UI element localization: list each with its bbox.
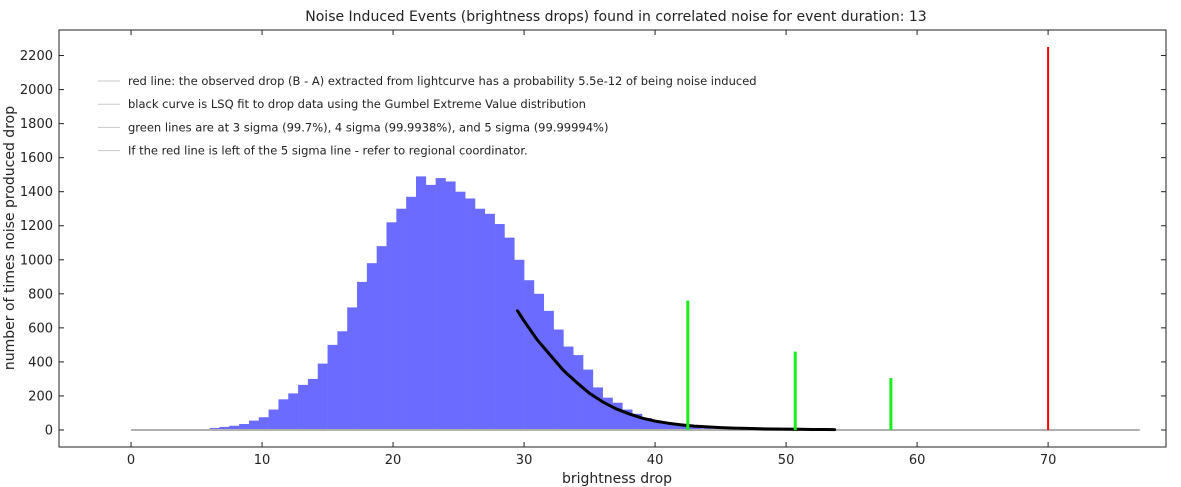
gumbel-fit-curve: [516, 309, 837, 432]
y-axis-label: number of times noise produced drop: [2, 106, 18, 370]
legend: red line: the observed drop (B - A) extr…: [98, 74, 757, 158]
histogram-bar: [337, 331, 348, 430]
y-tick-label: 2000: [20, 83, 53, 98]
histogram-bar: [553, 329, 564, 430]
y-tick-label: 200: [28, 389, 53, 404]
histogram-bar: [583, 369, 594, 430]
histogram-bar: [435, 178, 446, 430]
y-tick-label: 1200: [20, 219, 53, 234]
legend-entry: black curve is LSQ fit to drop data usin…: [128, 97, 586, 111]
histogram-bar: [563, 346, 574, 430]
x-tick-label: 40: [647, 453, 664, 468]
histogram-bar: [465, 198, 476, 430]
histogram-bar: [219, 426, 230, 430]
legend-entry: If the red line is left of the 5 sigma l…: [128, 144, 528, 158]
histogram-bar: [474, 208, 486, 430]
histogram-bar: [494, 224, 505, 430]
x-tick-label: 10: [254, 453, 271, 468]
histogram-bar: [248, 420, 260, 430]
x-axis: 0 10 20 30 40 50 60 70: [127, 30, 1056, 468]
y-tick-label: 800: [28, 287, 53, 302]
histogram-bar: [602, 397, 613, 430]
fit-curve: [516, 309, 837, 432]
x-tick-label: 30: [516, 453, 533, 468]
histogram-bar: [278, 399, 289, 430]
histogram-bar: [288, 393, 299, 430]
y-tick-label: 2200: [20, 49, 53, 64]
histogram-bar: [298, 384, 309, 430]
histogram-bar: [425, 184, 436, 430]
y-tick-label: 1400: [20, 185, 53, 200]
histogram-bar: [268, 409, 279, 430]
histogram-bar: [622, 409, 633, 430]
legend-entry: red line: the observed drop (B - A) extr…: [128, 74, 757, 88]
histogram: [190, 176, 761, 430]
histogram-bar: [514, 259, 525, 430]
histogram-bar: [691, 427, 702, 430]
histogram-bar: [357, 281, 368, 430]
histogram-bar: [573, 355, 584, 430]
histogram-bar: [671, 424, 682, 430]
histogram-bar: [543, 310, 554, 430]
x-tick-label: 50: [778, 453, 795, 468]
histogram-bar: [592, 387, 603, 430]
histogram-bar: [307, 378, 319, 430]
sigma-lines: [686, 300, 893, 430]
x-tick-label: 60: [909, 453, 926, 468]
histogram-bar: [632, 413, 643, 430]
histogram-bar: [612, 402, 623, 430]
x-tick-label: 20: [385, 453, 402, 468]
histogram-bar: [317, 363, 328, 430]
histogram-bar: [455, 191, 466, 430]
histogram-bar: [347, 307, 358, 430]
legend-entry: green lines are at 3 sigma (99.7%), 4 si…: [128, 120, 608, 134]
histogram-bar: [641, 418, 653, 430]
histogram-bar: [661, 423, 672, 430]
histogram-bar: [239, 424, 250, 430]
histogram-bar: [386, 222, 397, 430]
histogram-bar: [327, 344, 338, 430]
histogram-bar: [504, 237, 515, 430]
x-tick-label: 70: [1040, 453, 1057, 468]
histogram-bar: [366, 263, 377, 430]
histogram-bar: [406, 196, 417, 430]
histogram-bar: [415, 176, 427, 430]
histogram-bar: [533, 293, 545, 430]
y-tick-label: 1800: [20, 117, 53, 132]
histogram-bar: [484, 213, 495, 430]
y-tick-label: 0: [45, 423, 53, 438]
chart-title: Noise Induced Events (brightness drops) …: [305, 9, 926, 25]
y-tick-label: 400: [28, 355, 53, 370]
x-tick-label: 0: [127, 453, 135, 468]
x-axis-label: brightness drop: [562, 471, 672, 487]
histogram-bar: [396, 208, 407, 430]
histogram-bar: [376, 246, 387, 430]
plot-area: [58, 29, 1167, 448]
y-tick-label: 600: [28, 321, 53, 336]
histogram-bar: [229, 425, 240, 430]
histogram-bar: [445, 181, 456, 430]
y-axis: 0 200 400 600 800 1000 1200 1400 1600 1800 2000 220…: [20, 49, 1166, 438]
y-tick-label: 1600: [20, 151, 53, 166]
histogram-bar: [258, 417, 269, 430]
y-tick-label: 1000: [20, 253, 53, 268]
histogram-bar: [209, 427, 220, 430]
histogram-bar: [524, 280, 535, 430]
histogram-bar: [651, 420, 662, 430]
